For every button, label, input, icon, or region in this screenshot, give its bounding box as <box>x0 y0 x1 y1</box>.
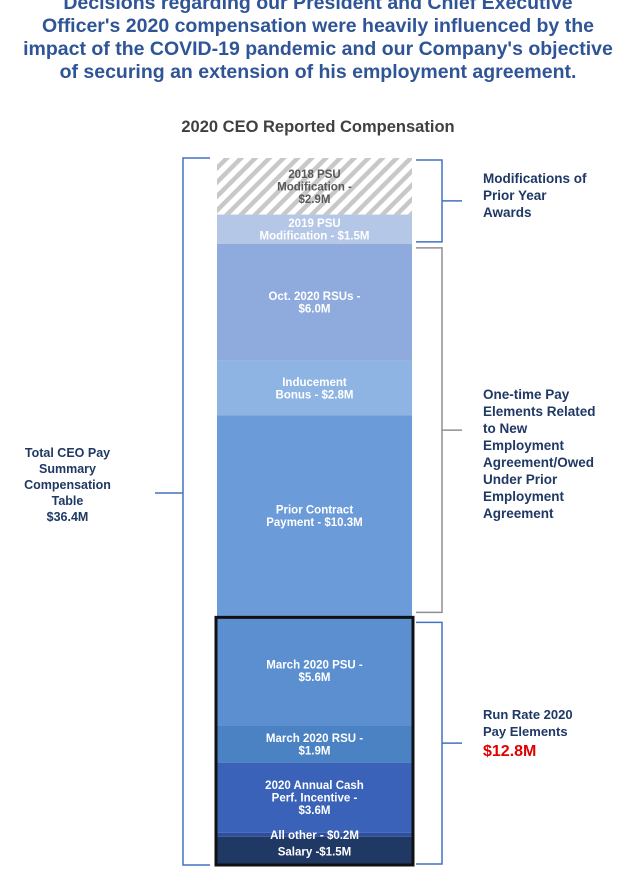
bar-segment-march-2020-rsu <box>217 725 412 763</box>
annotation-one-time-line: to New <box>483 421 528 436</box>
bracket-run-rate <box>416 621 462 865</box>
bar-segment-inducement-bonus <box>217 360 412 416</box>
bar-label-march-2020-psu: $5.6M <box>299 672 331 684</box>
bar-label-prior-contract-payment: Prior Contract <box>276 505 353 517</box>
headline-line-1: Decisions regarding our President and Ch… <box>63 0 573 14</box>
bar-label-2020-annual-cash-perf-incentive: 2020 Annual Cash <box>265 780 364 792</box>
annotation-total-line: Summary <box>39 462 96 476</box>
annotation-total-line: Compensation <box>24 478 111 492</box>
bar-label-inducement-bonus: Bonus - $2.8M <box>276 389 354 401</box>
annotation-one-time: One-time Pay Elements Related to New Emp… <box>483 386 633 522</box>
headline-line-2: Officer's 2020 compensation were heavily… <box>42 15 594 37</box>
headline-line-3: impact of the COVID-19 pandemic and our … <box>23 38 613 60</box>
bar-segment-2020-annual-cash-perf-incentive <box>217 762 412 833</box>
annotation-modifications-line: Modifications of <box>483 171 587 186</box>
bar-label-2020-annual-cash-perf-incentive: $3.6M <box>299 805 331 817</box>
brackets <box>155 157 462 866</box>
annotation-one-time-line: Employment <box>483 489 565 504</box>
bar-segment-all-other <box>217 832 412 837</box>
bar-label-march-2020-psu: March 2020 PSU - <box>266 660 363 672</box>
bar-label-2018-psu-modification: $2.9M <box>299 194 331 206</box>
run-rate-outline <box>214 615 415 867</box>
annotation-total-line: Table <box>51 494 84 508</box>
bar-label-oct-2020-rsus: $6.0M <box>299 304 331 316</box>
bar-label-2019-psu-modification: 2019 PSU <box>288 218 340 230</box>
annotation-modifications-line: Awards <box>483 205 532 220</box>
bar-segment-salary <box>217 836 412 866</box>
annotation-one-time-line: Agreement/Owed <box>483 455 595 470</box>
headline-line-4: of securing an extension of his employme… <box>59 61 577 83</box>
bar-segment-oct-2020-rsus <box>217 243 412 361</box>
bar-segment-prior-contract-payment <box>217 415 412 617</box>
annotation-total: Total CEO Pay Summary Compensation Table… <box>10 445 125 525</box>
chart-title: 2020 CEO Reported Compensation <box>181 118 455 136</box>
bracket-total <box>155 157 210 866</box>
bracket-one-time <box>416 247 462 614</box>
annotation-one-time-line: Elements Related <box>483 404 596 419</box>
bracket-modifications <box>416 159 462 243</box>
annotation-one-time-line: Agreement <box>483 506 554 521</box>
annotation-run-rate: Run Rate 2020 Pay Elements $12.8M <box>483 706 633 760</box>
bar-segment-2018-psu-modification <box>217 158 412 215</box>
headline: Decisions regarding our President and Ch… <box>0 0 636 84</box>
bar-segment-2019-psu-modification <box>217 214 412 244</box>
annotation-total-line: Total CEO Pay <box>24 446 111 460</box>
bar-label-march-2020-rsu: March 2020 RSU - <box>266 733 363 745</box>
annotation-total-value: $36.4M <box>46 510 89 524</box>
bar-label-2020-annual-cash-perf-incentive: Perf. Incentive - <box>272 793 358 805</box>
bar-segments <box>214 158 415 867</box>
annotation-run-rate-line: Pay Elements <box>483 724 568 739</box>
annotation-run-rate-line: Run Rate 2020 <box>483 707 573 722</box>
bar-label-oct-2020-rsus: Oct. 2020 RSUs - <box>268 291 360 303</box>
bar-label-2018-psu-modification: Modification - <box>277 181 352 193</box>
bar-label-salary: Salary -$1.5M <box>278 846 352 858</box>
bar-label-2019-psu-modification: Modification - $1.5M <box>260 230 370 242</box>
annotation-one-time-line: Employment <box>483 438 565 453</box>
bar-segment-march-2020-psu <box>217 616 412 726</box>
annotation-modifications: Modifications of Prior Year Awards <box>483 170 633 221</box>
bar-label-prior-contract-payment: Payment - $10.3M <box>266 517 363 529</box>
annotation-one-time-line: Under Prior <box>483 472 558 487</box>
bar-label-2018-psu-modification: 2018 PSU <box>288 169 340 181</box>
bar-label-all-other: All other - $0.2M <box>270 830 359 842</box>
bar-label-march-2020-rsu: $1.9M <box>299 745 331 757</box>
annotation-modifications-line: Prior Year <box>483 188 547 203</box>
bar-label-inducement-bonus: Inducement <box>282 377 347 389</box>
annotation-run-rate-total: $12.8M <box>483 743 537 760</box>
annotation-one-time-line: One-time Pay <box>483 387 570 402</box>
